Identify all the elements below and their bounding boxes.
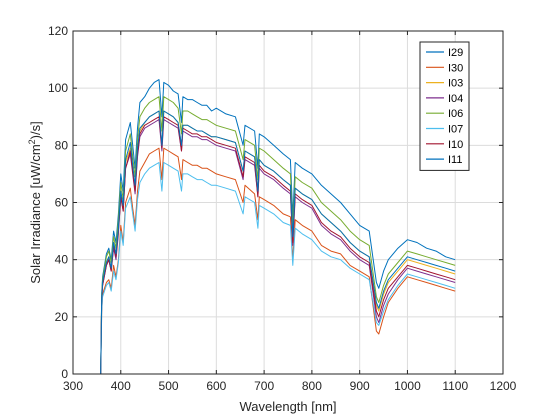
legend-item: I03 bbox=[426, 78, 463, 90]
legend: I29 I30 I03 I04 I06 I07 I10 I11 bbox=[419, 41, 470, 171]
y-tick-label: 60 bbox=[55, 196, 69, 210]
legend-label: I29 bbox=[448, 47, 463, 59]
x-tick-label: 300 bbox=[63, 379, 83, 393]
y-axis-title-superscript: 2 bbox=[27, 139, 37, 144]
x-axis-title: Wavelength [nm] bbox=[239, 399, 336, 414]
legend-item: I04 bbox=[426, 93, 463, 105]
x-tick-label: 400 bbox=[111, 379, 131, 393]
legend-label: I07 bbox=[448, 124, 463, 136]
y-axis-title-main: Solar Irradiance [uW/cm bbox=[28, 144, 43, 283]
x-tick-label: 500 bbox=[159, 379, 179, 393]
legend-item: I30 bbox=[426, 62, 463, 74]
axis-ticks: 300 400 500 600 700 800 900 1000 1100 1200 0 20 40 60… bbox=[48, 24, 517, 393]
legend-label: I30 bbox=[448, 62, 463, 74]
series-line-i03 bbox=[100, 110, 456, 375]
legend-item: I10 bbox=[426, 139, 463, 151]
x-tick-label: 900 bbox=[350, 379, 370, 393]
series-line-i30 bbox=[100, 147, 456, 375]
series-line-i11 bbox=[100, 110, 456, 375]
y-tick-label: 120 bbox=[48, 24, 68, 38]
legend-item: I11 bbox=[426, 154, 462, 166]
series-lines bbox=[100, 79, 456, 375]
series-line-i07 bbox=[100, 162, 456, 375]
y-tick-label: 20 bbox=[55, 310, 69, 324]
y-tick-label: 40 bbox=[55, 253, 69, 267]
legend-box bbox=[419, 41, 470, 171]
y-tick-label: 0 bbox=[61, 367, 68, 381]
x-tick-label: 1200 bbox=[490, 379, 517, 393]
legend-item: I07 bbox=[426, 124, 463, 136]
series-line-i10 bbox=[100, 116, 456, 375]
y-axis-title-end: )/s] bbox=[28, 121, 43, 139]
legend-item: I06 bbox=[426, 108, 463, 120]
series-line-i04 bbox=[100, 119, 456, 375]
y-axis-title: Solar Irradiance [uW/cm2)/s] bbox=[27, 121, 43, 284]
x-tick-label: 600 bbox=[206, 379, 226, 393]
legend-label: I11 bbox=[448, 154, 462, 166]
series-line-i06 bbox=[100, 96, 456, 375]
legend-item: I29 bbox=[426, 47, 463, 59]
legend-label: I10 bbox=[448, 139, 463, 151]
legend-label: I03 bbox=[448, 78, 463, 90]
y-tick-label: 80 bbox=[55, 138, 69, 152]
x-tick-label: 700 bbox=[254, 379, 274, 393]
x-tick-label: 800 bbox=[302, 379, 322, 393]
x-tick-label: 1000 bbox=[394, 379, 421, 393]
legend-label: I04 bbox=[448, 93, 463, 105]
series-line-i29 bbox=[100, 79, 456, 375]
y-tick-label: 100 bbox=[48, 81, 68, 95]
x-tick-label: 1100 bbox=[442, 379, 468, 393]
legend-label: I06 bbox=[448, 108, 463, 120]
